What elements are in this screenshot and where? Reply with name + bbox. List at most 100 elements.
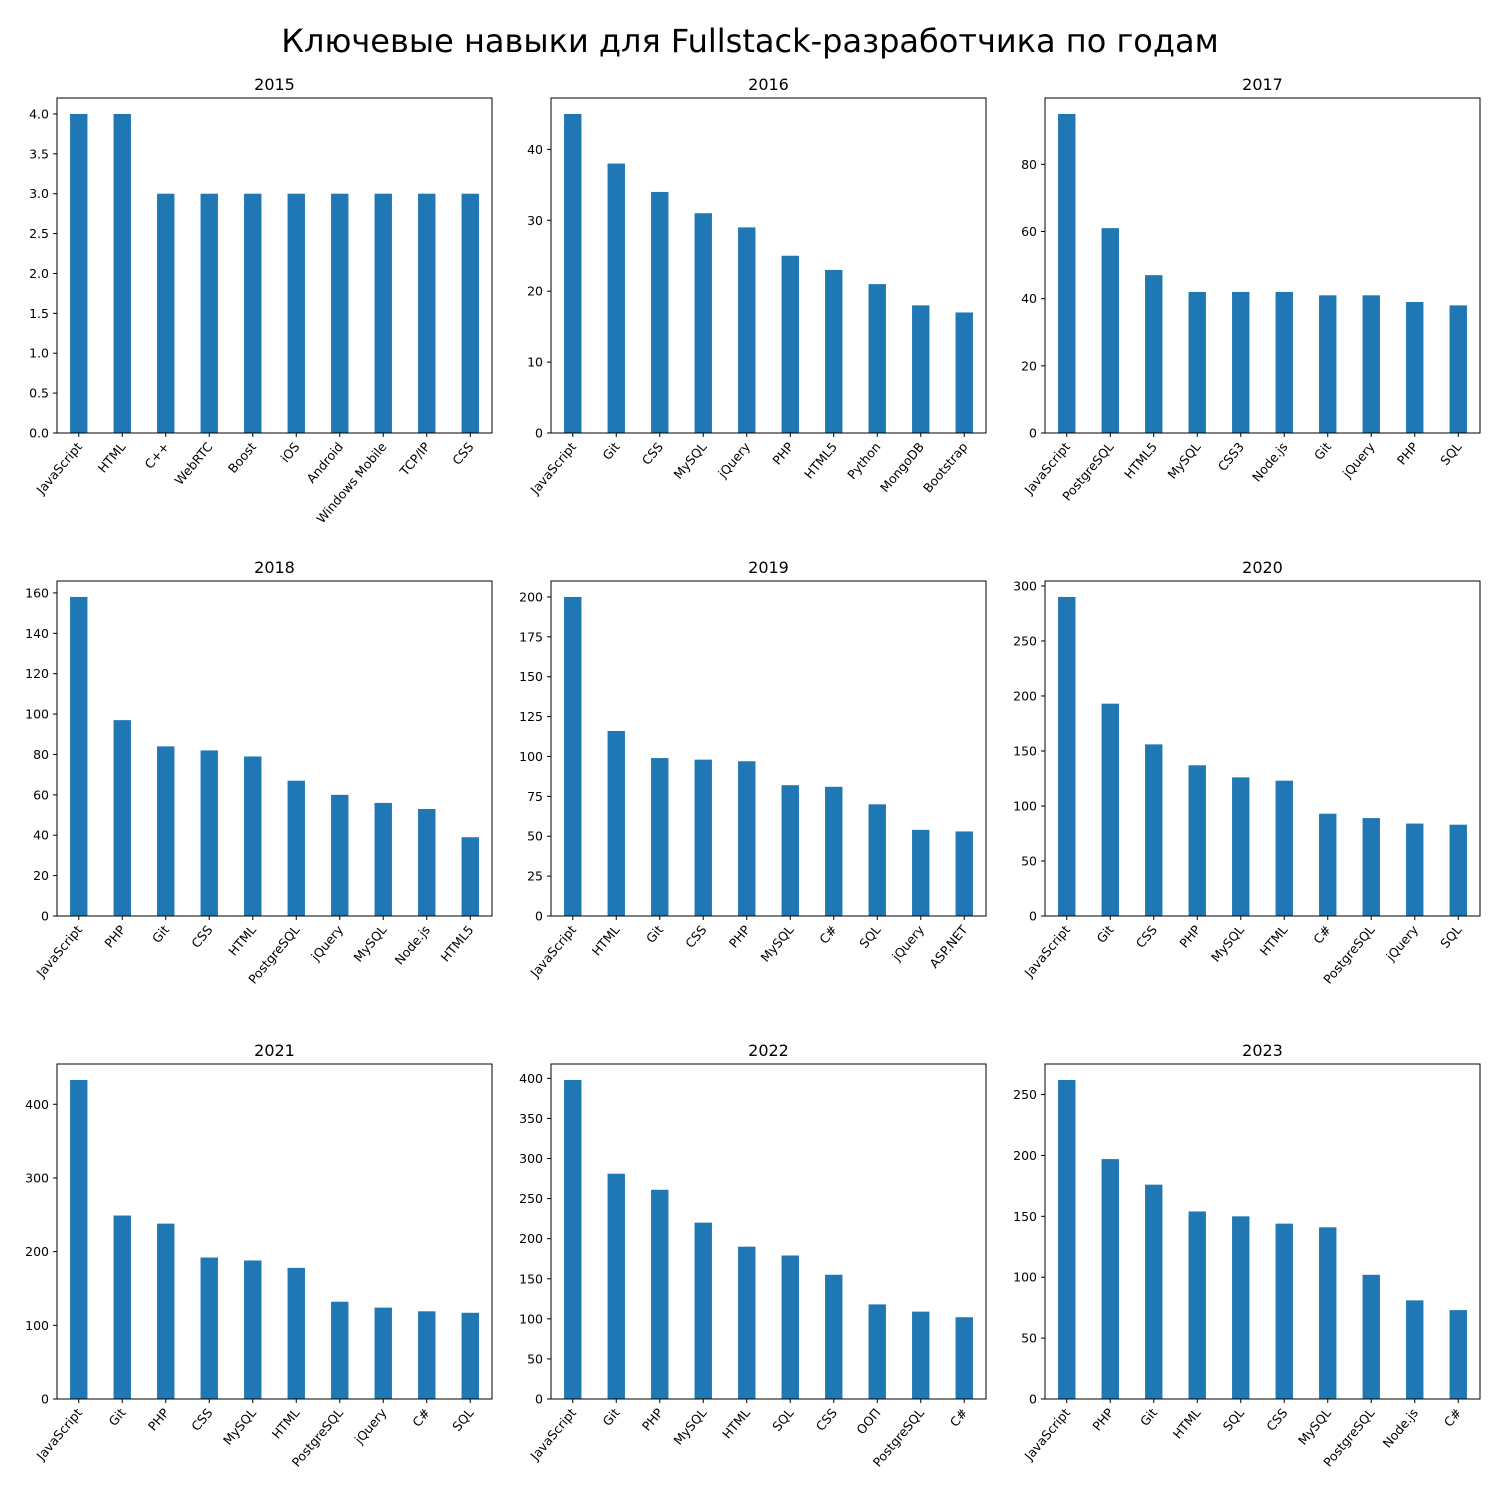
x-tick-label: MySQL bbox=[350, 922, 389, 965]
y-tick-label: 0 bbox=[41, 1392, 49, 1407]
x-tick-label: CSS bbox=[188, 922, 215, 951]
y-tick-label: 400 bbox=[519, 1071, 543, 1086]
x-tick-label: PHP bbox=[769, 439, 797, 468]
bar bbox=[564, 1079, 582, 1399]
y-tick-label: 150 bbox=[519, 1271, 543, 1286]
bar bbox=[651, 191, 669, 433]
x-tick-label: JavaScript bbox=[33, 1405, 85, 1463]
y-tick-label: 300 bbox=[1013, 578, 1037, 593]
x-tick-label: Git bbox=[149, 922, 172, 946]
bar bbox=[244, 1260, 262, 1399]
x-tick-label: Android bbox=[303, 439, 346, 486]
y-tick-label: 120 bbox=[25, 666, 49, 681]
bar bbox=[287, 780, 305, 916]
bar bbox=[607, 1173, 625, 1399]
x-tick-label: Git bbox=[1137, 1405, 1160, 1429]
chart-title: 2018 bbox=[254, 558, 295, 577]
bar bbox=[1058, 1079, 1076, 1399]
x-tick-label: Node.js bbox=[1249, 439, 1290, 484]
y-tick-label: 350 bbox=[519, 1111, 543, 1126]
x-tick-label: SQL bbox=[449, 1405, 476, 1434]
bar bbox=[1101, 1159, 1119, 1399]
x-tick-label: JavaScript bbox=[1021, 922, 1073, 980]
bar bbox=[912, 1311, 930, 1399]
x-tick-label: CSS bbox=[682, 922, 709, 951]
bar bbox=[1406, 302, 1424, 433]
y-tick-label: 100 bbox=[1013, 798, 1037, 813]
bar bbox=[113, 113, 131, 433]
plot-frame bbox=[1044, 580, 1481, 917]
bar bbox=[374, 1307, 392, 1399]
y-tick-label: 150 bbox=[1013, 1209, 1037, 1224]
bar bbox=[1275, 291, 1293, 433]
chart-title: 2020 bbox=[1242, 558, 1283, 577]
x-tick-label: PHP bbox=[1394, 439, 1422, 468]
y-tick-label: 200 bbox=[519, 589, 543, 604]
x-tick-label: Node.js bbox=[1380, 1405, 1421, 1450]
x-tick-label: Git bbox=[1311, 439, 1334, 463]
bar bbox=[113, 720, 131, 916]
bar bbox=[331, 193, 349, 433]
x-tick-label: jQuery bbox=[714, 439, 753, 482]
bar bbox=[651, 1189, 669, 1399]
bar bbox=[1232, 291, 1250, 433]
x-tick-label: CSS bbox=[639, 439, 666, 468]
bar bbox=[1188, 765, 1206, 916]
x-tick-label: Git bbox=[105, 1405, 128, 1429]
plot-frame bbox=[56, 580, 493, 917]
x-tick-label: HTML bbox=[589, 922, 623, 958]
x-tick-label: MySQL bbox=[220, 1405, 259, 1448]
y-tick-label: 1.5 bbox=[29, 306, 49, 321]
bar bbox=[564, 113, 582, 433]
bar bbox=[1362, 1274, 1380, 1399]
y-tick-label: 100 bbox=[1013, 1270, 1037, 1285]
bar bbox=[1188, 1211, 1206, 1399]
y-tick-label: 2.5 bbox=[29, 226, 49, 241]
x-tick-label: PHP bbox=[1089, 1405, 1117, 1434]
bar bbox=[694, 1222, 712, 1399]
bar bbox=[1319, 1227, 1337, 1399]
x-tick-label: MySQL bbox=[1208, 922, 1247, 965]
x-tick-label: HTML5 bbox=[438, 922, 477, 964]
bar bbox=[1101, 228, 1119, 433]
x-tick-label: Git bbox=[643, 922, 666, 946]
x-tick-label: MySQL bbox=[1164, 439, 1203, 482]
y-tick-label: 100 bbox=[519, 1311, 543, 1326]
plot-frame bbox=[56, 1063, 493, 1400]
bar bbox=[1232, 1216, 1250, 1399]
x-tick-label: jQuery bbox=[1382, 922, 1421, 965]
chart-title: 2019 bbox=[748, 558, 789, 577]
y-tick-label: 0 bbox=[535, 909, 543, 924]
x-tick-label: JavaScript bbox=[527, 439, 579, 497]
bar bbox=[331, 794, 349, 916]
bar bbox=[1449, 824, 1467, 916]
bar bbox=[912, 305, 930, 433]
x-tick-label: CSS bbox=[188, 1405, 215, 1434]
x-tick-label: JavaScript bbox=[527, 1405, 579, 1463]
plot-frame bbox=[550, 580, 987, 917]
chart-title: 2023 bbox=[1242, 1041, 1283, 1060]
chart-title: 2021 bbox=[254, 1041, 295, 1060]
bar bbox=[418, 808, 436, 916]
bar bbox=[912, 829, 930, 916]
bar bbox=[70, 113, 88, 433]
y-tick-label: 20 bbox=[33, 868, 49, 883]
bar bbox=[1319, 295, 1337, 433]
x-tick-label: C# bbox=[947, 1405, 971, 1429]
x-tick-label: Python bbox=[844, 439, 883, 482]
x-tick-label: C++ bbox=[141, 439, 172, 471]
y-tick-label: 75 bbox=[527, 789, 543, 804]
x-tick-label: SQL bbox=[769, 1405, 796, 1434]
bar bbox=[287, 193, 305, 433]
bar bbox=[738, 761, 756, 916]
y-tick-label: 60 bbox=[33, 787, 49, 802]
bar bbox=[113, 1215, 131, 1399]
y-tick-label: 3.0 bbox=[29, 186, 49, 201]
chart-title: 2015 bbox=[254, 75, 295, 94]
bar bbox=[331, 1301, 349, 1399]
y-tick-label: 100 bbox=[25, 1318, 49, 1333]
y-tick-label: 0 bbox=[535, 1392, 543, 1407]
bar bbox=[868, 1304, 886, 1399]
